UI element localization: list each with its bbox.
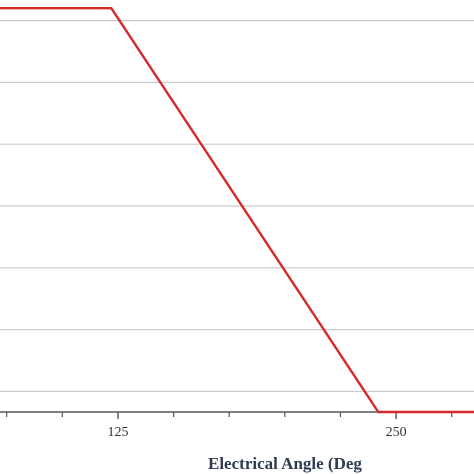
x-axis-title: Electrical Angle (Deg [208, 454, 362, 473]
grid-layer [0, 20, 474, 392]
x-tick-label-125: 125 [107, 425, 128, 440]
series-line-0 [0, 6, 474, 414]
series-layer [0, 6, 474, 414]
tick-label-layer: 125 250 [107, 425, 406, 440]
x-tick-label-250: 250 [386, 425, 407, 440]
